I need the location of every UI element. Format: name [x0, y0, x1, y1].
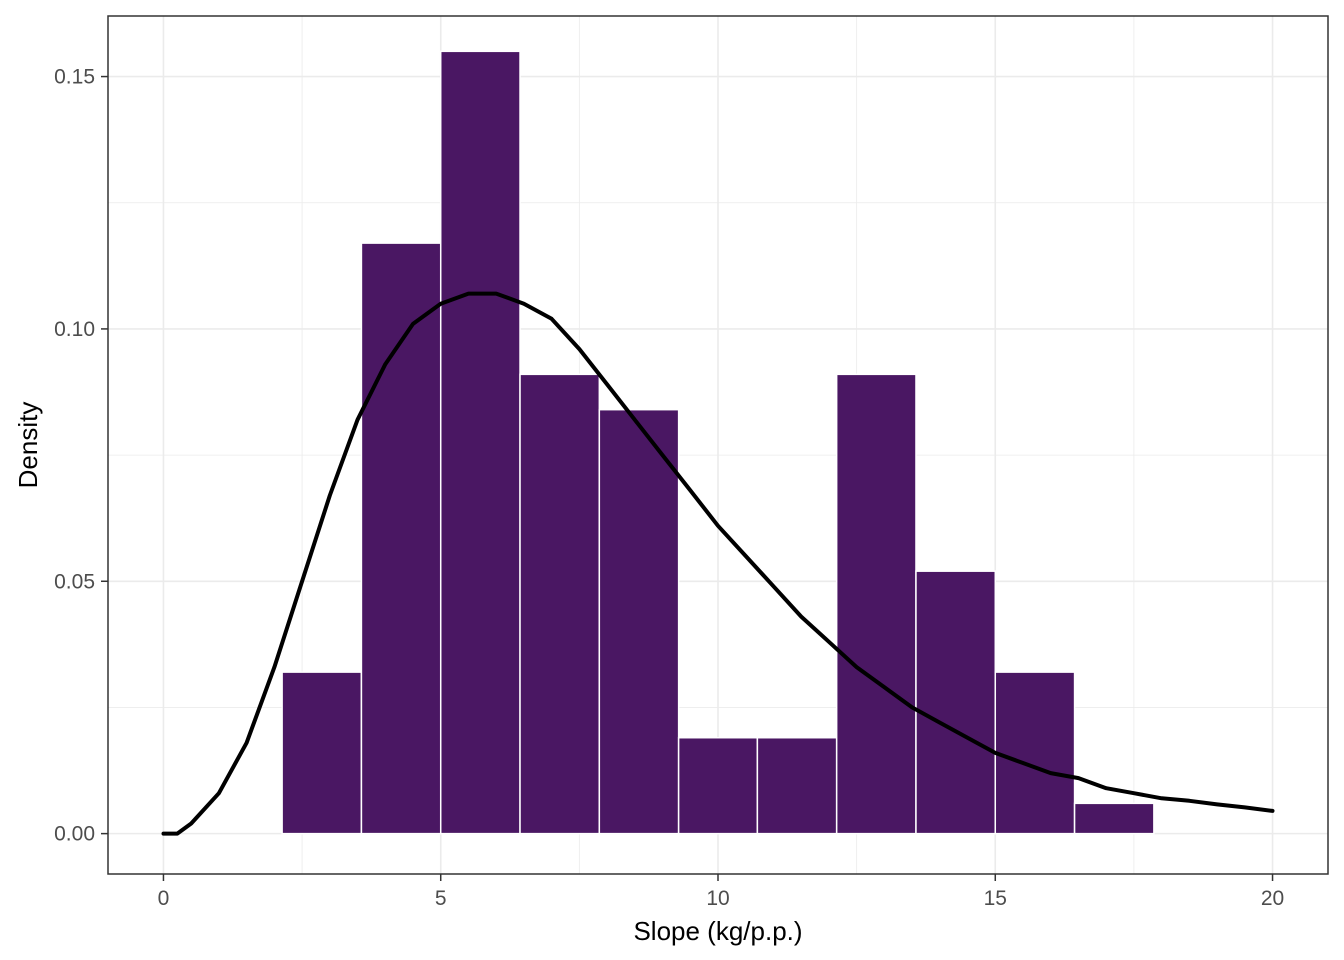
histogram-bar: [1073, 802, 1155, 835]
density-curve: [161, 291, 1275, 836]
histogram-bar: [281, 671, 363, 835]
y-tick-label: 0.00: [54, 823, 95, 846]
histogram-bar: [677, 736, 759, 835]
histogram-bar: [360, 242, 442, 835]
histogram-bar: [439, 50, 521, 835]
x-tick-label: 5: [435, 887, 447, 910]
x-axis-title: Slope (kg/p.p.): [633, 916, 802, 946]
y-axis-title: Density: [13, 402, 43, 489]
y-axis-ticks: 0.00 0.05 0.10 0.15: [54, 66, 108, 846]
y-tick-label: 0.10: [54, 318, 95, 341]
x-tick-label: 10: [706, 887, 729, 910]
histogram-bars: [281, 50, 1155, 835]
y-tick-label: 0.15: [54, 66, 95, 89]
x-tick-label: 0: [158, 887, 170, 910]
histogram-bar: [835, 373, 917, 835]
histogram-bar: [598, 408, 680, 835]
x-tick-label: 15: [984, 887, 1007, 910]
x-tick-label: 20: [1261, 887, 1284, 910]
y-tick-label: 0.05: [54, 570, 95, 593]
histogram-bar: [756, 736, 838, 835]
histogram-bar: [994, 671, 1076, 835]
histogram-bar: [519, 373, 601, 835]
x-axis-ticks: 0 5 10 15 20: [158, 874, 1284, 910]
histogram-bar: [915, 570, 997, 835]
density-curve-layer: [161, 291, 1275, 836]
